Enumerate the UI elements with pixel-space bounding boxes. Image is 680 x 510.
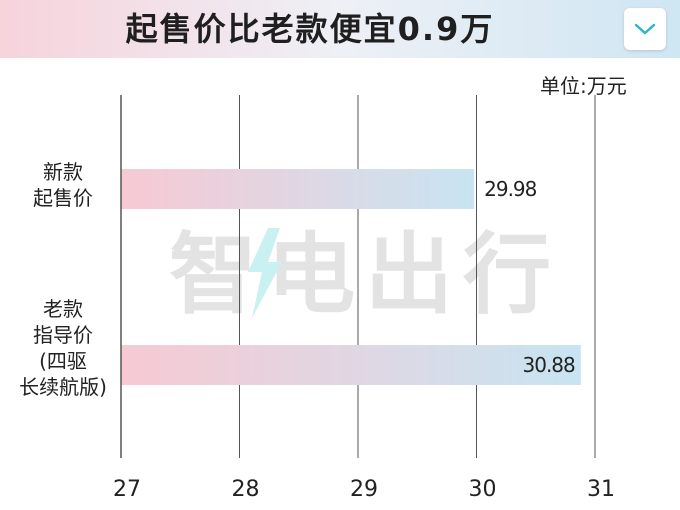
x-tick-label: 29 <box>350 477 378 502</box>
chevron-down-icon <box>634 23 656 35</box>
watermark-text: 智电出行 <box>169 223 561 326</box>
x-tick-label: 28 <box>232 477 260 502</box>
bar <box>121 345 581 385</box>
watermark: 智电出行 <box>169 223 561 326</box>
category-label-line: 老款 <box>43 297 83 321</box>
bar-value-label: 29.98 <box>484 177 537 201</box>
chart-title: 起售价比老款便宜0.9万 <box>125 10 495 48</box>
value-labels: 29.98 30.88 <box>484 177 576 377</box>
collapse-button[interactable] <box>624 8 666 50</box>
category-label-line: 指导价 <box>33 323 93 347</box>
category-label-line: (四驱 <box>39 349 87 373</box>
bar-value-label: 30.88 <box>523 353 576 377</box>
title-banner: 起售价比老款便宜0.9万 <box>0 0 680 58</box>
lightning-bolt-icon <box>248 228 282 318</box>
x-tick-label: 31 <box>587 477 615 502</box>
x-axis-ticks: 27 28 29 30 31 <box>113 477 615 502</box>
bars <box>121 169 581 385</box>
category-label-line: 长续航版) <box>19 375 107 399</box>
bar <box>121 169 475 209</box>
x-tick-label: 27 <box>113 477 141 502</box>
category-label-line: 起售价 <box>33 186 93 210</box>
x-tick-label: 30 <box>469 477 497 502</box>
unit-label: 单位:万元 <box>540 74 627 98</box>
category-label-line: 新款 <box>43 160 83 184</box>
category-label: 老款 指导价 (四驱 长续航版) <box>8 296 118 400</box>
grid <box>239 95 596 458</box>
category-label: 新款 起售价 <box>8 159 118 211</box>
